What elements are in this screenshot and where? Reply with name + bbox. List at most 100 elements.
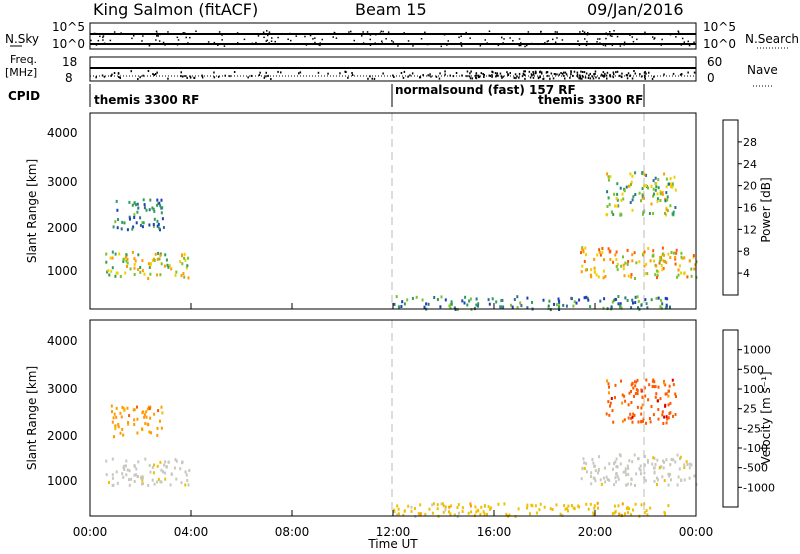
nsky-dot (142, 35, 144, 37)
velocity-scatter-point (676, 453, 679, 457)
velocity-scatter-point (636, 405, 639, 409)
nsky-dot (460, 44, 462, 46)
nsky-dot (102, 35, 105, 37)
power-scatter-point (142, 221, 145, 225)
velocity-scatter-point (179, 467, 182, 471)
velocity-scatter-point (663, 510, 666, 514)
nsky-dot (369, 34, 372, 36)
power-scatter-point (670, 185, 672, 189)
nave-dot (393, 76, 395, 78)
nave-dot (480, 72, 483, 75)
nave-dot (339, 72, 341, 75)
nsky-dot (319, 42, 321, 44)
velocity-scatter-point (590, 471, 593, 475)
power-scatter-point (609, 175, 612, 179)
freq-tick-bottom: 8 (65, 71, 73, 85)
nsky-dot (274, 40, 276, 43)
nsky-dot (518, 44, 520, 47)
power-scatter-point (671, 185, 674, 189)
nave-dot (118, 76, 120, 78)
power-scatter-point (654, 273, 657, 277)
velocity-scatter-point (140, 482, 143, 486)
power-scatter-point (131, 250, 134, 254)
nave-dot (539, 76, 541, 79)
nsky-dot (236, 32, 239, 34)
power-scatter-point (157, 222, 160, 226)
nave-dot (516, 75, 518, 78)
power-scatter-point (464, 295, 467, 299)
power-scatter-point (583, 296, 586, 300)
power-scatter-point (488, 302, 491, 306)
nsky-dot (304, 35, 306, 38)
power-scatter-point (660, 298, 663, 302)
velocity-scatter-point (661, 413, 664, 417)
velocity-scatter-point (487, 505, 490, 509)
velocity-scatter-point (157, 477, 160, 481)
nave-dot (570, 71, 572, 74)
nsky-dot (353, 39, 355, 42)
power-scatter-point (114, 274, 117, 278)
velocity-colorbar-tick-label: -500 (743, 462, 768, 475)
nave-dot (560, 72, 562, 74)
power-scatter-point (520, 304, 523, 308)
velocity-scatter-point (117, 423, 120, 426)
power-scatter-point (643, 184, 645, 188)
power-scatter-point (610, 305, 613, 309)
power-scatter-point (111, 256, 114, 260)
velocity-scatter-point (640, 419, 643, 423)
nsky-label: N.Sky (5, 32, 39, 46)
velocity-scatter-point (410, 505, 413, 509)
velocity-scatter-point (615, 465, 618, 468)
velocity-scatter-point (126, 468, 129, 472)
power-scatter-point (165, 258, 168, 262)
power-scatter-point (156, 257, 159, 261)
velocity-scatter-point (115, 470, 118, 474)
velocity-scatter-point (156, 426, 159, 430)
power-scatter-point (651, 254, 654, 258)
velocity-scatter-point (651, 379, 654, 383)
velocity-scatter-point (593, 477, 596, 481)
power-scatter-point (619, 212, 622, 216)
power-scatter-point (401, 300, 404, 304)
nsky-dot (631, 36, 633, 38)
power-scatter-point (180, 274, 183, 278)
velocity-scatter-point (634, 392, 637, 395)
power-scatter-point (653, 192, 655, 196)
nave-dot (267, 74, 269, 77)
nsky-dot (97, 39, 100, 42)
power-scatter-point (475, 297, 478, 301)
velocity-scatter-point (663, 460, 665, 464)
power-scatter-point (664, 199, 667, 203)
nsky-dot (681, 37, 684, 40)
velocity-scatter-point (143, 415, 146, 419)
velocity-scatter-point (611, 512, 614, 516)
nave-dot (475, 74, 477, 77)
velocity-scatter-point (602, 476, 605, 480)
power-scatter-point (606, 190, 609, 194)
velocity-scatter-point (123, 468, 126, 471)
nave-dot (554, 73, 556, 76)
nsky-dot (689, 43, 691, 46)
nsky-dot (652, 36, 654, 38)
power-scatter-point (593, 270, 596, 274)
velocity-scatter-point (128, 478, 130, 482)
velocity-scatter-point (417, 512, 420, 516)
nsky-dot (586, 40, 588, 43)
nsky-dot (218, 31, 221, 33)
nave-dot (592, 77, 595, 80)
velocity-scatter-point (140, 475, 143, 479)
nsky-dot (354, 33, 356, 35)
power-scatter-point (640, 199, 642, 203)
power-scatter-point (688, 259, 691, 263)
velocity-scatter-point (614, 383, 617, 387)
velocity-scatter-point (114, 427, 117, 431)
velocity-scatter-point (152, 471, 155, 475)
velocity-scatter-point (457, 503, 460, 507)
velocity-scatter-point (643, 454, 646, 458)
velocity-scatter-point (663, 381, 666, 385)
nave-dot (130, 70, 132, 73)
nave-dot (588, 74, 590, 77)
nave-dot (263, 76, 266, 79)
nave-dot (625, 74, 628, 77)
velocity-scatter-point (631, 420, 634, 424)
